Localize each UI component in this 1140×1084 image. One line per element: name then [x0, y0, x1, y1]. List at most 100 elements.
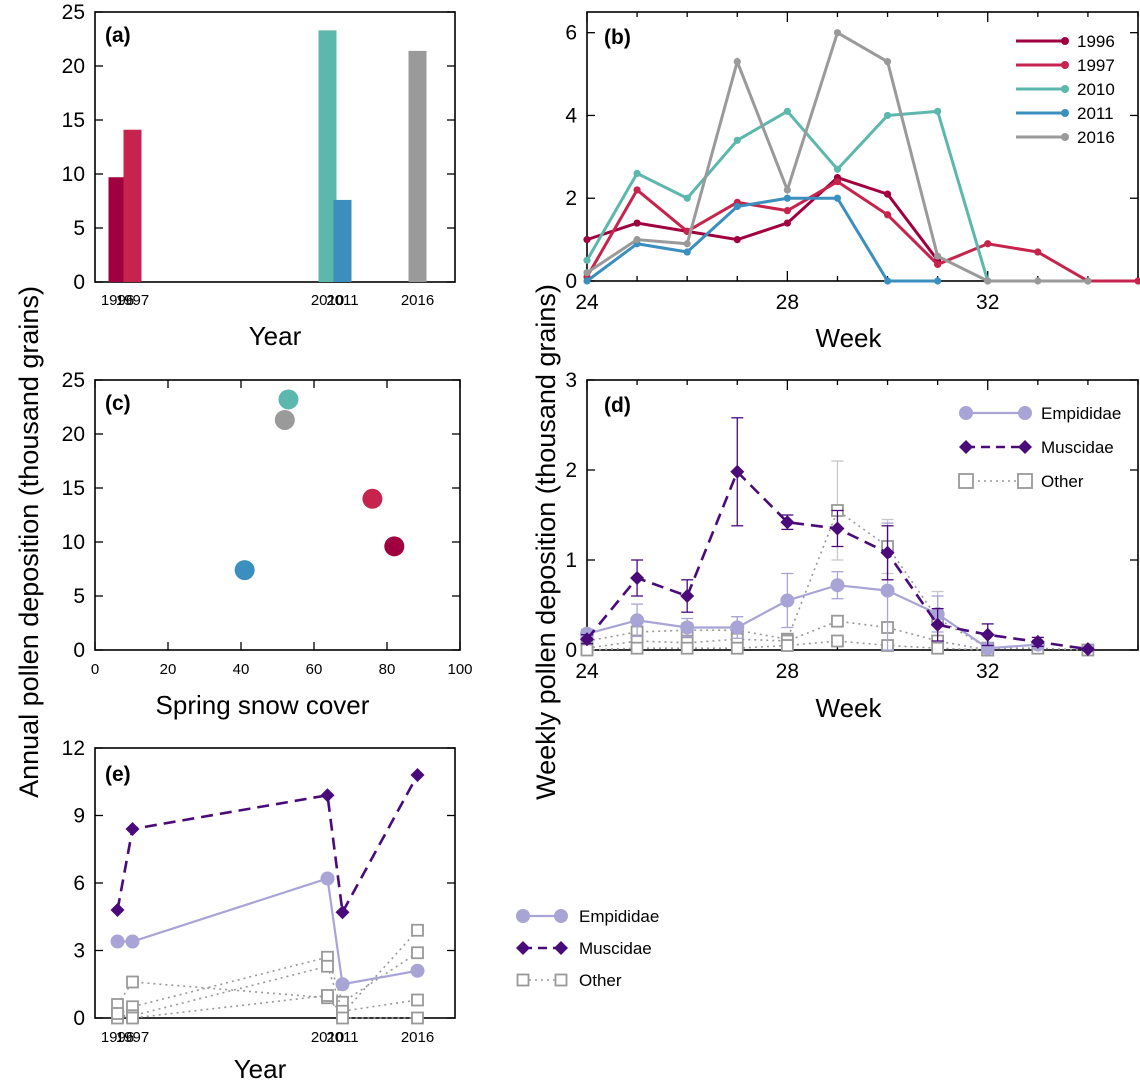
legend-marker	[959, 440, 973, 454]
x-axis-label: Week	[816, 323, 883, 353]
data-point	[583, 236, 591, 244]
data-point	[733, 236, 741, 244]
data-point	[934, 252, 942, 260]
data-point	[126, 975, 139, 989]
legend-label: 1997	[1077, 56, 1115, 75]
panel-c-scatter-chart: 0 5 10 15 20 25 0 20 40 60 80 100 (c) Spring snow cov…	[62, 369, 473, 720]
data-point	[831, 614, 844, 628]
y-tick-label: 3	[565, 369, 577, 392]
y-tick-label: 6	[73, 872, 85, 895]
data-point	[680, 620, 695, 635]
data-point	[733, 202, 741, 211]
data-point	[880, 545, 895, 560]
data-point	[883, 277, 892, 285]
data-point	[411, 1011, 424, 1025]
data-point	[126, 1011, 139, 1025]
data-point	[320, 871, 335, 886]
legend-marker	[516, 909, 530, 923]
y-tick-label: 2	[565, 459, 577, 482]
data-point	[630, 613, 645, 628]
bar-1996	[108, 177, 127, 282]
legend-marker	[958, 473, 974, 489]
legend-label: Empididae	[1041, 404, 1121, 423]
data-point	[831, 634, 844, 648]
x-tick-label: 2011	[326, 292, 358, 309]
data-point	[934, 277, 942, 285]
y-tick-label: 10	[62, 163, 85, 186]
y-tick-label: 0	[565, 270, 577, 293]
data-point	[780, 639, 794, 652]
data-point	[411, 993, 424, 1007]
x-tick-label: 32	[976, 660, 999, 683]
panel-letter: (d)	[604, 394, 631, 417]
data-point	[733, 136, 741, 144]
scatter-point-2011	[234, 560, 255, 581]
y-tick-label: 3	[73, 940, 85, 963]
data-point	[125, 934, 140, 949]
x-axis-label: Year	[249, 321, 302, 351]
legend-marker	[554, 941, 568, 955]
y-tick-label: 9	[73, 805, 85, 828]
data-point	[321, 959, 334, 973]
legend-label: 2010	[1077, 80, 1115, 99]
series-line-1997	[585, 179, 1138, 283]
data-point	[110, 934, 125, 949]
series-line-Muscidae	[116, 774, 419, 917]
data-point	[783, 219, 791, 227]
legend-marker	[959, 406, 973, 420]
x-tick-label: 1997	[116, 292, 149, 309]
annual-y-axis-label: Annual pollen deposition (thousand grain…	[14, 286, 44, 798]
data-point	[730, 641, 744, 655]
panel-d-line-chart: 0 1 2 3 24 28 32 Empididae Muscidae Other (d) Week	[565, 369, 1139, 723]
data-point	[833, 165, 842, 173]
bar-2011	[333, 199, 352, 282]
series-line-1996	[586, 175, 939, 262]
y-tick-label: 20	[62, 423, 85, 446]
data-point	[980, 641, 995, 656]
data-point	[680, 589, 695, 603]
x-tick-label: 2010	[311, 1029, 344, 1046]
series-line-Other	[586, 640, 988, 651]
legend-marker	[1018, 440, 1032, 454]
x-tick-label: 20	[160, 661, 177, 678]
x-tick-label: 24	[575, 660, 599, 683]
x-tick-label: 2011	[326, 1029, 358, 1046]
data-point	[583, 269, 591, 277]
x-tick-label: 2016	[401, 292, 434, 309]
y-tick-label: 5	[73, 585, 85, 608]
data-point	[336, 1011, 349, 1025]
x-axis-label: Week	[816, 693, 883, 723]
data-point	[1084, 277, 1092, 285]
data-point	[733, 58, 741, 66]
series-line-Empididae	[117, 877, 418, 986]
data-point	[1030, 634, 1045, 649]
weekly-y-axis-label: Weekly pollen deposition (thousand grain…	[531, 284, 561, 800]
x-tick-label: 28	[776, 291, 799, 314]
x-tick-label: 2016	[401, 1029, 434, 1046]
y-tick-label: 0	[73, 271, 85, 294]
legend-marker	[1061, 109, 1069, 117]
data-point	[934, 107, 942, 115]
data-point	[783, 107, 791, 115]
data-point	[410, 768, 425, 782]
x-tick-label: 24	[575, 291, 599, 314]
x-tick-label: 1996	[101, 292, 134, 309]
series-line-Empididae	[586, 584, 1038, 650]
data-point	[1034, 248, 1042, 256]
x-tick-label: 100	[447, 661, 472, 678]
data-point	[833, 178, 842, 186]
legend-label: 2016	[1077, 128, 1115, 147]
plot-frame	[586, 379, 1139, 651]
legend-label: Other	[579, 971, 622, 990]
panel-e-legend: Empididae Muscidae Other	[516, 907, 659, 990]
data-point	[411, 923, 424, 937]
scatter-point-1997	[362, 488, 383, 509]
data-point	[335, 977, 350, 992]
y-tick-label: 25	[62, 1, 85, 24]
data-point	[1034, 277, 1042, 285]
data-point	[683, 194, 691, 202]
legend-marker	[554, 909, 568, 923]
data-point	[833, 194, 842, 202]
x-tick-label: 32	[976, 291, 999, 314]
